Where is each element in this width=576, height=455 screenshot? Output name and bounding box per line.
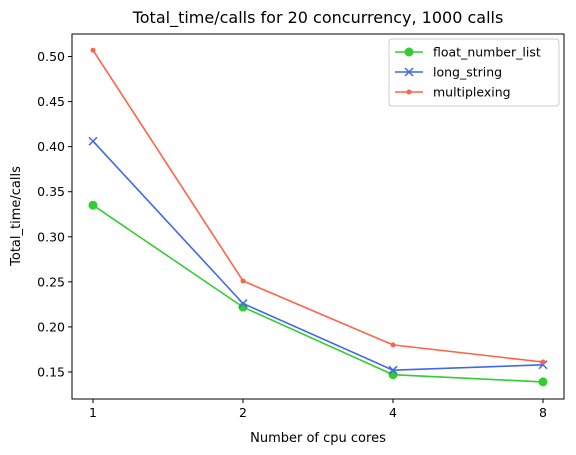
y-tick-label: 0.45 <box>37 94 65 109</box>
x-tick-label: 1 <box>89 405 97 420</box>
y-tick-label: 0.35 <box>37 184 65 199</box>
legend-box <box>388 38 560 107</box>
series-line <box>92 204 544 383</box>
legend-item: multiplexing <box>395 85 511 100</box>
legend-item: float_number_list <box>395 45 541 60</box>
plot-frame <box>71 33 565 400</box>
y-tick-label: 0.50 <box>37 49 65 64</box>
series-long_string <box>88 136 548 375</box>
series-multiplexing <box>90 47 546 365</box>
legend-marker <box>404 67 414 77</box>
data-point <box>390 342 396 348</box>
series-line <box>92 49 544 363</box>
legend-item: long_string <box>395 65 502 80</box>
data-point <box>538 377 548 387</box>
data-point <box>240 278 246 284</box>
data-point <box>88 200 98 210</box>
y-tick-label: 0.15 <box>37 364 65 379</box>
data-point <box>238 298 248 308</box>
x-tick-label: 8 <box>539 405 547 420</box>
data-point <box>90 47 96 53</box>
data-point <box>388 370 398 380</box>
legend-label: float_number_list <box>433 45 541 60</box>
legend-marker <box>404 47 414 57</box>
y-tick-label: 0.25 <box>37 274 65 289</box>
legend-label: multiplexing <box>433 85 511 100</box>
y-axis-label: Total_time/calls <box>9 166 24 267</box>
y-tick-label: 0.40 <box>37 139 65 154</box>
series-line <box>92 140 544 372</box>
data-point <box>88 136 98 146</box>
data-point <box>388 365 398 375</box>
legend-label: long_string <box>433 65 502 80</box>
data-point <box>540 359 546 365</box>
y-tick-label: 0.30 <box>37 229 65 244</box>
y-tick-label: 0.20 <box>37 319 65 334</box>
x-axis-label: Number of cpu cores <box>250 431 386 446</box>
x-tick-label: 2 <box>239 405 247 420</box>
chart-title: Total_time/calls for 20 concurrency, 100… <box>132 8 504 28</box>
legend-marker <box>406 89 412 95</box>
series-float_number_list <box>88 200 548 387</box>
x-tick-label: 4 <box>389 405 397 420</box>
legend: float_number_list long_string multiplexing <box>388 38 560 107</box>
